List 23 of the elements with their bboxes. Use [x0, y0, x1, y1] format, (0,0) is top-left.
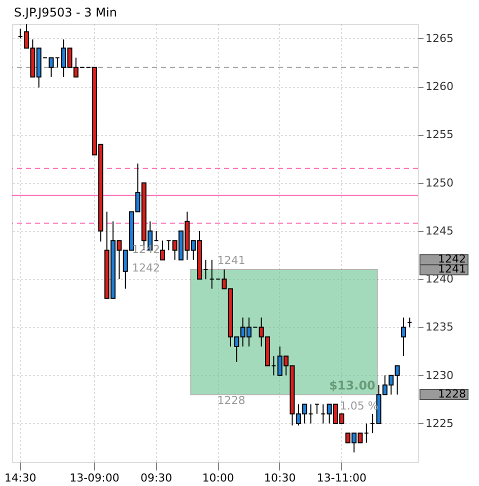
y-tick-label: 1265 [426, 32, 454, 45]
annotation: 1228 [217, 394, 246, 408]
y-tick-label: 1230 [426, 368, 454, 382]
x-tick-label: 14:30 [4, 472, 36, 484]
annotation: 1242 [132, 243, 160, 256]
band-label: $13.00 [329, 378, 376, 393]
text: 1228 [438, 388, 466, 401]
x-tick-label: 10:00 [202, 472, 234, 484]
x-tick-label: 10:30 [264, 472, 296, 484]
y-tick-label: 1255 [426, 128, 454, 142]
y-tick-label: 1260 [426, 80, 454, 94]
annotation: 1242 [132, 261, 160, 274]
y-tick-label: 1225 [426, 416, 454, 430]
candlestick [400, 317, 406, 357]
chart-title: S.JP.J9503 - 3 Min [14, 6, 117, 20]
x-tick-label: 09:30 [140, 472, 172, 484]
x-tick-label: 13-09:00 [70, 472, 120, 484]
candlestick [160, 240, 165, 260]
y-tick-label: 1245 [426, 224, 454, 238]
annotation: 1241 [217, 254, 246, 267]
y-tick-label: 1250 [426, 176, 454, 190]
x-tick-label: 13-11:00 [316, 472, 367, 484]
y-tick-label: 1235 [426, 320, 454, 334]
